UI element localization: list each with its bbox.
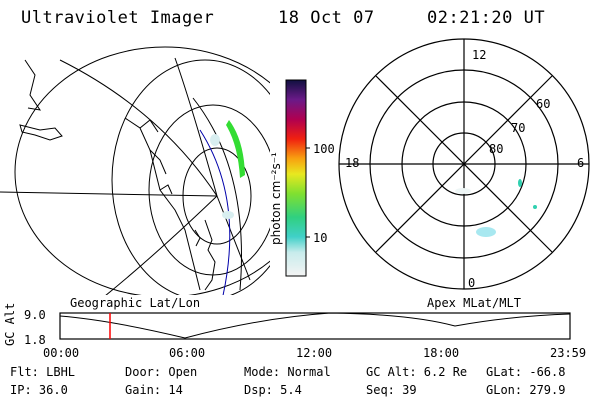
app-title: Ultraviolet Imager <box>21 8 215 28</box>
colorbar-unit: photon cm⁻²s⁻¹ <box>269 152 283 245</box>
info-flt: Flt: LBHL <box>10 365 76 379</box>
geographic-map <box>0 46 270 295</box>
xtick-1800: 18:00 <box>423 346 460 360</box>
time-label: 02:21:20 UT <box>427 8 546 28</box>
xtick-0600: 06:00 <box>169 346 206 360</box>
mlt-label-18: 18 <box>345 156 360 170</box>
altitude-ylabel: GC Alt <box>3 302 17 346</box>
polar-plot <box>338 38 590 290</box>
lat-label-70: 70 <box>511 121 526 135</box>
xtick-0000: 00:00 <box>43 346 80 360</box>
mlt-label-6: 6 <box>577 156 585 170</box>
info-gain: Gain: 14 <box>125 383 183 397</box>
info-ip: IP: 36.0 <box>10 383 68 397</box>
mlt-label-12: 12 <box>472 48 487 62</box>
xtick-2359: 23:59 <box>550 346 587 360</box>
info-seq: Seq: 39 <box>366 383 417 397</box>
info-dsp: Dsp: 5.4 <box>244 383 302 397</box>
lat-label-60: 60 <box>536 97 551 111</box>
info-glon: GLon: 279.9 <box>486 383 566 397</box>
altitude-ytick-top: 9.0 <box>24 308 46 322</box>
apex-label: Apex MLat/MLT <box>427 296 521 310</box>
date-label: 18 Oct 07 <box>278 8 375 28</box>
xtick-1200: 12:00 <box>296 346 333 360</box>
info-door: Door: Open <box>125 365 198 379</box>
lat-label-80: 80 <box>489 142 504 156</box>
altitude-plot <box>59 312 571 340</box>
info-mode: Mode: Normal <box>244 365 331 379</box>
aurora-emission <box>226 120 245 178</box>
colorbar <box>285 79 307 277</box>
mlt-label-0: 0 <box>468 276 476 290</box>
info-glat: GLat: -66.8 <box>486 365 566 379</box>
colorbar-tick-100: 100 <box>313 142 335 156</box>
altitude-ytick-bottom: 1.8 <box>24 333 46 347</box>
geographic-label: Geographic Lat/Lon <box>70 296 201 310</box>
info-gcalt: GC Alt: 6.2 Re <box>366 365 468 379</box>
colorbar-tick-10: 10 <box>313 231 328 245</box>
